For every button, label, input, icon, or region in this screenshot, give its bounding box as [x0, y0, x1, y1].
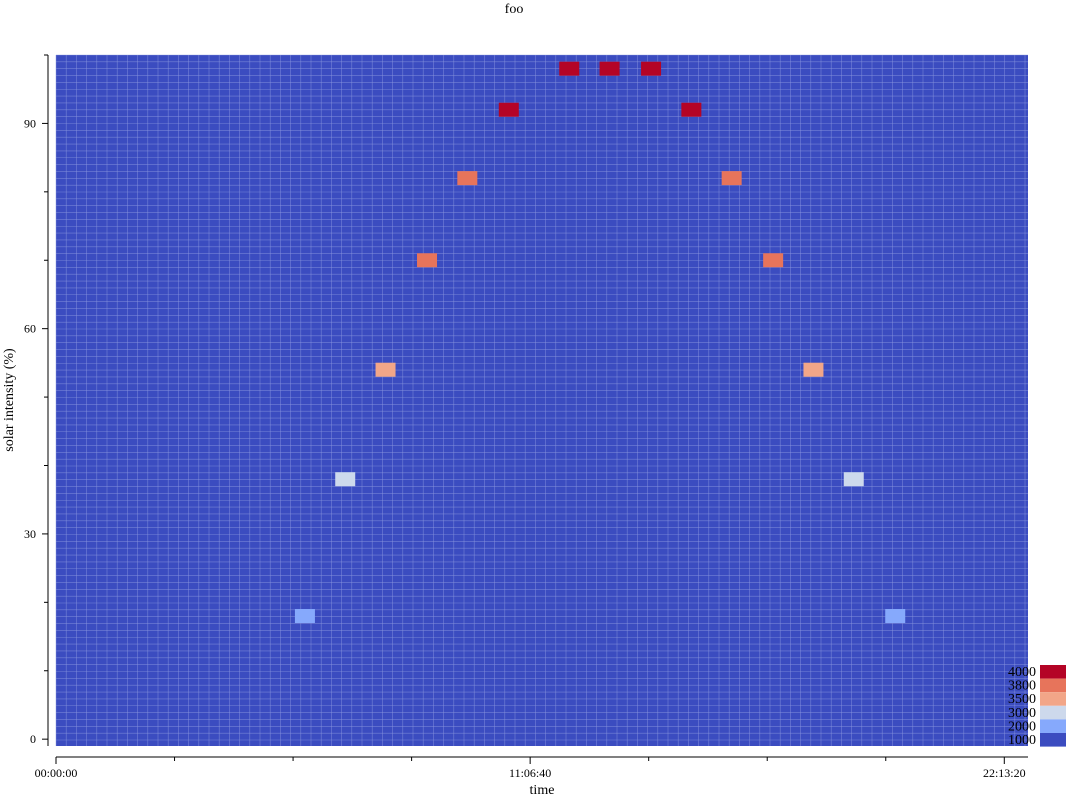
heatmap-cell-6: [559, 61, 580, 76]
heatmap-cell-0: [294, 609, 315, 624]
legend-label-3500: 3500: [1008, 692, 1036, 707]
y-tick-label-30: 30: [24, 527, 36, 541]
heatmap-cell-10: [721, 171, 742, 186]
legend-swatch-3800: [1040, 678, 1066, 693]
heatmap-cell-7: [599, 61, 620, 76]
y-tick-label-90: 90: [24, 116, 36, 130]
legend-swatch-3500: [1040, 692, 1066, 706]
heatmap-cell-12: [803, 362, 824, 377]
y-tick-label-60: 60: [24, 322, 36, 336]
heatmap-background: [56, 55, 1028, 746]
x-tick-label-80000: 22:13:20: [983, 766, 1026, 780]
legend-label-3000: 3000: [1008, 706, 1036, 721]
legend-label-2000: 2000: [1008, 719, 1036, 734]
heatmap-grid: [55, 54, 1028, 746]
x-tick-label-0: 00:00:00: [35, 766, 78, 780]
legend-swatch-2000: [1040, 719, 1066, 733]
heatmap-cell-8: [641, 61, 662, 76]
legend-swatch-4000: [1040, 665, 1066, 679]
heatmap-cell-4: [457, 171, 478, 186]
heatmap-cell-14: [885, 609, 906, 624]
heatmap-cell-11: [763, 253, 784, 268]
legend-label-1000: 1000: [1008, 733, 1036, 748]
legend-label-4000: 4000: [1008, 665, 1036, 680]
legend-swatch-1000: [1040, 733, 1066, 747]
y-axis-label: solar intensity (%): [2, 348, 17, 452]
plot-area: [55, 54, 1028, 746]
heatmap-cell-5: [498, 102, 519, 117]
heatmap-cell-2: [375, 362, 396, 377]
legend-swatch-3000: [1040, 705, 1066, 720]
heatmap-cell-9: [681, 102, 702, 117]
legend-label-3800: 3800: [1008, 679, 1036, 694]
heatmap-cell-1: [335, 472, 356, 487]
chart-title: foo: [505, 2, 524, 17]
x-axis-label: time: [530, 783, 555, 798]
y-tick-label-0: 0: [30, 732, 36, 746]
heatmap-cell-3: [417, 253, 438, 268]
x-tick-label-40000: 11:06:40: [509, 766, 551, 780]
x-axis: 00:00:00 11:06:40 22:13:20: [35, 756, 1028, 780]
y-axis: 0 30 60 90: [24, 54, 49, 746]
heatmap-cell-13: [843, 472, 864, 487]
